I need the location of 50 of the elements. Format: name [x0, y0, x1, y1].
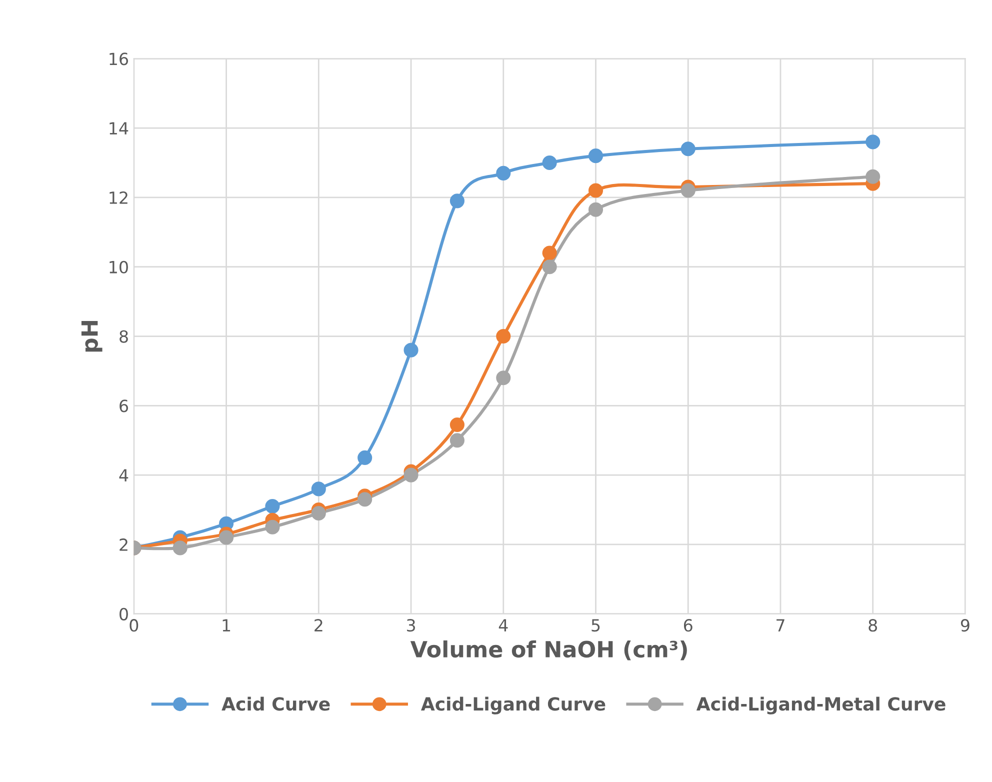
point — [450, 417, 464, 432]
legend-label: Acid-Ligand Curve — [420, 696, 606, 714]
point — [496, 370, 511, 386]
point — [450, 433, 464, 448]
point — [265, 520, 280, 534]
y-tick-label: 12 — [110, 191, 128, 204]
x-tick-label: 3 — [406, 619, 415, 632]
point — [542, 155, 557, 170]
x-tick-label: 9 — [960, 619, 970, 632]
point — [172, 540, 188, 556]
y-axis-title: pH — [81, 321, 102, 352]
x-tick-label: 0 — [130, 619, 138, 632]
point — [219, 530, 234, 545]
y-tick-label: 2 — [120, 538, 128, 551]
point — [358, 450, 372, 465]
y-tick-label: 8 — [120, 330, 128, 343]
y-tick-label: 0 — [120, 608, 128, 620]
x-tick-label: 7 — [776, 619, 784, 632]
legend-label: Acid-Ligand-Metal Curve — [696, 696, 946, 714]
point — [542, 246, 557, 260]
x-tick-label: 1 — [222, 619, 230, 632]
point — [496, 166, 511, 180]
x-axis-title: Volume of NaOH (cm³) — [410, 640, 687, 660]
point — [542, 260, 557, 274]
x-tick-label: 8 — [868, 619, 878, 632]
point — [588, 202, 604, 217]
y-tick-label: 4 — [119, 469, 128, 482]
point — [311, 482, 326, 496]
point — [311, 506, 326, 521]
point — [358, 492, 372, 507]
x-tick-label: 4 — [498, 619, 508, 632]
point — [496, 328, 511, 344]
point — [404, 468, 418, 482]
legend-label: Acid Curve — [222, 696, 330, 711]
y-tick-label: 14 — [110, 122, 128, 134]
y-tick-label: 16 — [110, 52, 128, 66]
point — [450, 194, 464, 208]
y-tick-label: 10 — [110, 260, 128, 274]
point — [588, 183, 604, 198]
point — [404, 342, 418, 358]
x-tick-label: 5 — [592, 619, 600, 632]
point — [680, 183, 696, 198]
point — [588, 148, 604, 164]
point — [265, 499, 280, 514]
point — [866, 169, 880, 184]
x-tick-label: 6 — [684, 619, 692, 632]
x-tick-label: 2 — [314, 619, 322, 632]
point — [866, 134, 880, 150]
point — [680, 142, 696, 156]
y-tick-label: 6 — [120, 400, 128, 412]
